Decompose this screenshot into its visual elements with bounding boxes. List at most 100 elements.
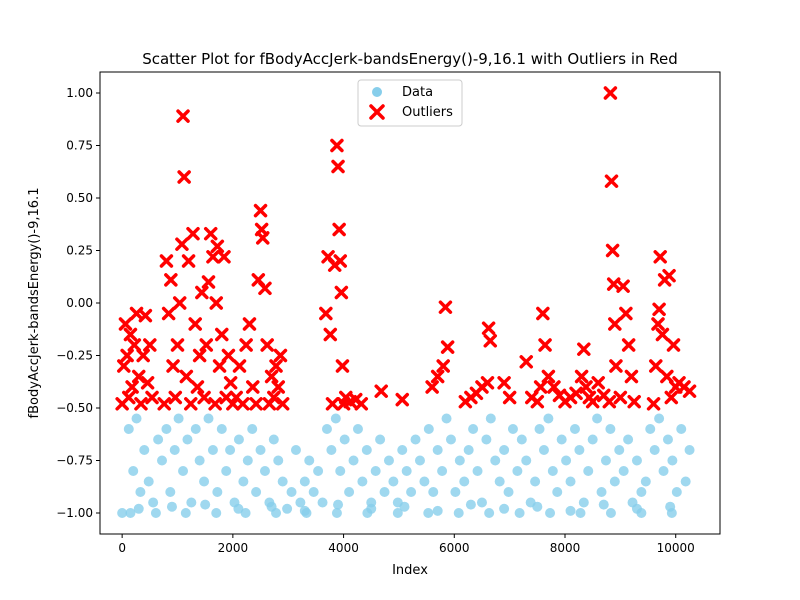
outlier-point bbox=[226, 397, 240, 411]
data-point bbox=[561, 455, 572, 466]
y-axis-ticks: −1.00 −0.75 −0.50 −0.25 0.00 0.25 0.50 0.75 1.00 bbox=[56, 86, 100, 520]
data-point bbox=[605, 424, 616, 434]
data-point bbox=[450, 487, 461, 497]
outlier-point bbox=[246, 380, 260, 394]
data-point bbox=[600, 455, 611, 466]
outlier-point bbox=[483, 334, 498, 348]
y-tick-label: 0.00 bbox=[66, 296, 93, 310]
data-point bbox=[123, 424, 134, 434]
outlier-point bbox=[253, 203, 268, 218]
data-point bbox=[157, 455, 167, 466]
outlier-point bbox=[217, 250, 231, 264]
data-point bbox=[614, 445, 625, 455]
outlier-point bbox=[232, 359, 247, 373]
data-point bbox=[173, 413, 184, 424]
outlier-point bbox=[330, 138, 344, 153]
data-point bbox=[143, 476, 154, 487]
outlier-point bbox=[332, 222, 346, 237]
data-point bbox=[166, 501, 177, 512]
data-point bbox=[547, 466, 558, 476]
data-point bbox=[299, 505, 310, 516]
data-point bbox=[507, 424, 518, 434]
data-point bbox=[282, 503, 293, 514]
outlier-point bbox=[269, 359, 283, 373]
data-point bbox=[453, 508, 464, 518]
outlier-point bbox=[201, 275, 216, 289]
outlier-point bbox=[660, 369, 674, 384]
outlier-point bbox=[132, 369, 146, 384]
data-points-group bbox=[117, 413, 695, 518]
legend-data-marker bbox=[372, 87, 382, 97]
data-point bbox=[521, 455, 532, 466]
outlier-point bbox=[164, 273, 178, 287]
outlier-point bbox=[190, 380, 205, 394]
outlier-point bbox=[438, 300, 453, 314]
outlier-point bbox=[481, 321, 496, 335]
data-point bbox=[437, 466, 448, 476]
y-tick-label: 1.00 bbox=[66, 86, 93, 100]
data-point bbox=[671, 487, 682, 497]
data-point bbox=[503, 487, 514, 497]
outlier-point bbox=[210, 239, 225, 254]
data-point bbox=[211, 508, 222, 518]
data-point bbox=[128, 466, 139, 476]
outlier-point bbox=[127, 338, 142, 352]
data-point bbox=[212, 487, 223, 497]
outlier-point bbox=[333, 254, 347, 268]
outlier-point bbox=[221, 348, 236, 363]
outlier-point bbox=[530, 394, 545, 409]
data-point bbox=[277, 476, 288, 487]
data-point bbox=[583, 466, 594, 476]
data-point bbox=[667, 455, 678, 466]
x-axis-label: Index bbox=[392, 563, 428, 578]
outlier-point bbox=[323, 327, 338, 342]
data-point bbox=[468, 424, 479, 434]
outlier-point bbox=[199, 338, 214, 352]
y-tick-label: −0.75 bbox=[56, 454, 93, 468]
data-point bbox=[658, 466, 669, 476]
data-point bbox=[352, 424, 363, 434]
outlier-point bbox=[179, 369, 194, 384]
data-point bbox=[605, 508, 616, 518]
outlier-point bbox=[652, 302, 666, 317]
data-point bbox=[242, 455, 253, 466]
data-point bbox=[330, 413, 341, 424]
data-point bbox=[514, 508, 525, 518]
outlier-point bbox=[325, 397, 340, 411]
outlier-point bbox=[209, 296, 223, 310]
y-axis-label: fBodyAccJerk-bandsEnergy()-9,16.1 bbox=[27, 188, 42, 419]
data-point bbox=[308, 487, 319, 497]
data-point bbox=[331, 508, 342, 518]
data-point bbox=[574, 445, 585, 455]
data-point bbox=[534, 424, 545, 434]
data-point bbox=[516, 434, 527, 445]
outlier-point bbox=[662, 268, 676, 283]
data-point bbox=[238, 476, 249, 487]
outlier-point bbox=[134, 397, 148, 411]
legend-box bbox=[357, 79, 463, 127]
data-point bbox=[255, 445, 266, 455]
data-point bbox=[569, 424, 580, 434]
data-point bbox=[401, 466, 412, 476]
outlier-point bbox=[608, 317, 622, 331]
outlier-point bbox=[122, 390, 136, 405]
y-tick-label: 0.25 bbox=[66, 244, 93, 258]
outlier-point bbox=[497, 376, 511, 390]
outlier-point bbox=[605, 243, 620, 258]
outlier-point bbox=[188, 317, 202, 331]
outlier-point bbox=[604, 174, 619, 188]
data-point bbox=[397, 445, 408, 455]
data-point bbox=[125, 508, 136, 518]
data-point bbox=[190, 424, 201, 434]
data-point bbox=[133, 503, 144, 514]
outlier-point bbox=[172, 296, 187, 310]
data-point bbox=[233, 503, 244, 514]
data-point bbox=[290, 445, 301, 455]
outlier-point bbox=[536, 306, 550, 321]
data-point bbox=[268, 434, 279, 445]
data-point bbox=[649, 445, 660, 455]
data-point bbox=[383, 455, 394, 466]
data-point bbox=[392, 508, 403, 518]
outlier-point bbox=[161, 306, 176, 321]
data-point bbox=[273, 455, 284, 466]
